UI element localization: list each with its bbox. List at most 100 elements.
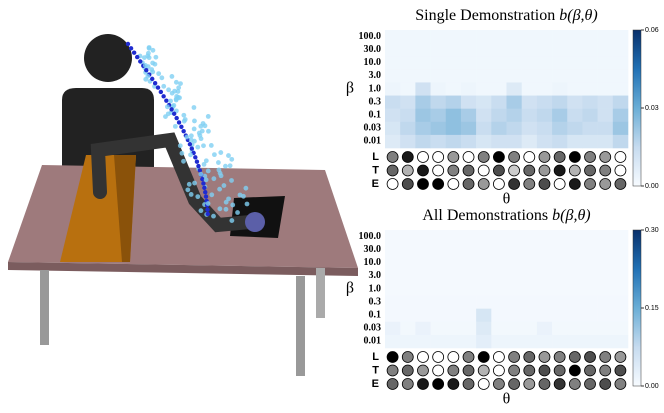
sample-point xyxy=(147,55,152,60)
heatmap-cell xyxy=(415,296,430,309)
feature-circle xyxy=(493,152,504,163)
y-tick-label: 10.0 xyxy=(364,57,382,68)
heatmap-cell xyxy=(491,309,506,322)
heatmap-cell xyxy=(431,335,446,348)
heatmap-cell xyxy=(522,335,537,348)
heatmap-cell xyxy=(461,243,476,256)
heatmap-cell xyxy=(431,96,446,109)
trajectory-point xyxy=(144,68,148,72)
heatmap-cell xyxy=(598,69,613,82)
feature-circle xyxy=(387,179,398,190)
heatmap-cell xyxy=(552,109,567,122)
heatmap-cell xyxy=(567,256,582,269)
colorbar-tick-label: 0.06 xyxy=(645,27,659,34)
feature-circle xyxy=(539,165,550,176)
heatmap-cell xyxy=(582,256,597,269)
colorbar xyxy=(633,30,641,186)
y-tick-label: 100.0 xyxy=(359,231,382,242)
title-text: All Demonstrations xyxy=(422,207,548,224)
heatmap-cell xyxy=(491,296,506,309)
feature-circle xyxy=(433,352,444,363)
heatmap-cell xyxy=(598,122,613,135)
sample-point xyxy=(192,119,197,124)
heatmap-cell xyxy=(613,243,628,256)
sample-point xyxy=(241,194,246,199)
heatmap-cell xyxy=(537,122,552,135)
trajectory-point xyxy=(156,85,160,89)
heatmap-cell xyxy=(582,230,597,243)
heatmap-cell xyxy=(522,269,537,282)
feature-circle xyxy=(509,365,520,376)
heatmap-cell xyxy=(431,43,446,56)
heatmap-cell xyxy=(552,282,567,295)
trajectory-point xyxy=(174,116,178,120)
sample-point xyxy=(145,74,150,79)
heatmap-cell xyxy=(385,296,400,309)
heatmap-cell xyxy=(431,30,446,43)
y-tick-label: 0.3 xyxy=(369,96,382,107)
heatmap-cell xyxy=(385,43,400,56)
feature-circle xyxy=(417,379,428,390)
heatmap-cell xyxy=(598,96,613,109)
heatmap-cell xyxy=(400,309,415,322)
heatmap-cell xyxy=(476,296,491,309)
trajectory-point xyxy=(188,142,192,146)
trajectory-point xyxy=(179,125,183,129)
heatmap-cell xyxy=(567,109,582,122)
feature-circle xyxy=(615,352,626,363)
title-formula: b(β,θ) xyxy=(552,207,590,224)
heatmap-cell xyxy=(415,282,430,295)
heatmap-cell xyxy=(461,269,476,282)
feature-circle xyxy=(478,365,489,376)
feature-circle xyxy=(463,165,474,176)
heatmap-cell xyxy=(567,122,582,135)
heatmap-cell xyxy=(552,335,567,348)
sample-point xyxy=(142,55,147,60)
feature-circle xyxy=(493,165,504,176)
heatmap-cell xyxy=(400,109,415,122)
heatmap-cell xyxy=(415,96,430,109)
heatmap-cell xyxy=(567,96,582,109)
heatmap-cell xyxy=(491,122,506,135)
feature-circle xyxy=(539,179,550,190)
feature-circle xyxy=(615,152,626,163)
chart-title: Single Demonstration b(β,θ) xyxy=(415,7,597,24)
heatmap-cell xyxy=(613,282,628,295)
feature-circle xyxy=(615,165,626,176)
heatmap-cell xyxy=(613,309,628,322)
heatmap-cell xyxy=(582,243,597,256)
sample-point xyxy=(216,160,221,165)
feature-circle xyxy=(539,352,550,363)
heatmap-cell xyxy=(507,96,522,109)
feature-circle xyxy=(585,352,596,363)
heatmap-cell xyxy=(567,282,582,295)
heatmap-cell xyxy=(537,269,552,282)
trajectory-point xyxy=(150,77,154,81)
feature-circle xyxy=(554,152,565,163)
heatmap-cell xyxy=(582,109,597,122)
heatmap-cell xyxy=(476,30,491,43)
y-tick-label: 0.03 xyxy=(364,123,382,134)
heatmap-cell xyxy=(400,256,415,269)
heatmap-cell xyxy=(476,269,491,282)
feature-circle xyxy=(417,179,428,190)
heatmap-cell xyxy=(598,335,613,348)
heatmap-cell xyxy=(522,135,537,148)
heatmap-cell xyxy=(431,296,446,309)
heatmap-cell xyxy=(400,30,415,43)
heatmap-cell xyxy=(537,96,552,109)
sample-point xyxy=(187,182,192,187)
heatmap-cell xyxy=(613,30,628,43)
colorbar-tick-label: 0.00 xyxy=(645,183,659,190)
heatmap-cell xyxy=(567,309,582,322)
heatmap-cell xyxy=(400,122,415,135)
heatmap-cell xyxy=(537,69,552,82)
heatmap-cell xyxy=(385,256,400,269)
heatmap-cell xyxy=(491,82,506,95)
heatmap-cell xyxy=(491,322,506,335)
sample-point xyxy=(174,80,179,85)
trajectory-point xyxy=(164,98,168,102)
heatmap-cell xyxy=(598,282,613,295)
feature-circle xyxy=(433,152,444,163)
sample-point xyxy=(161,84,166,89)
